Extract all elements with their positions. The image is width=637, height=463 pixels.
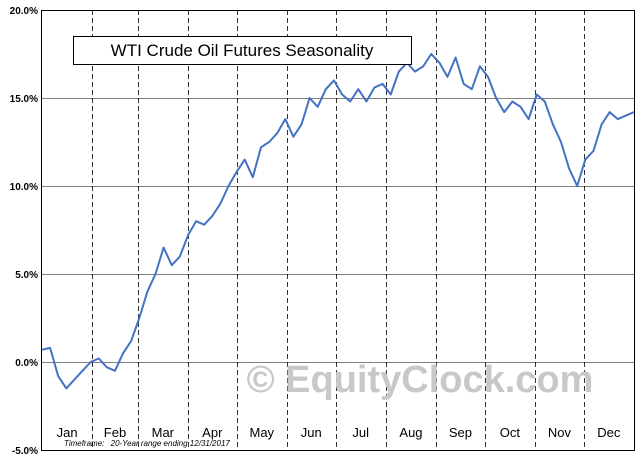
y-tick-label: -5.0%: [12, 446, 38, 457]
month-label: Sep: [449, 425, 472, 440]
y-axis-tick-labels: -5.0% 0.0% 5.0% 10.0% 15.0% 20.0%: [10, 6, 38, 457]
title-box-border: [73, 36, 412, 65]
timeframe-value: 20-Year range ending 12/31/2017: [110, 439, 231, 448]
month-label: Nov: [548, 425, 572, 440]
month-label: Aug: [399, 425, 422, 440]
title-box: WTI Crude Oil Futures Seasonality: [73, 36, 412, 65]
month-label: Jun: [301, 425, 322, 440]
month-label: Apr: [202, 425, 223, 440]
y-tick-label: 20.0%: [10, 6, 38, 17]
month-label: Dec: [597, 425, 621, 440]
month-gridlines: [92, 10, 585, 450]
series-line: [41, 53, 635, 390]
x-axis-month-labels: Jan Feb Mar Apr May Jun Jul Aug Sep Oct Nov Dec: [57, 425, 621, 440]
month-label: Jan: [57, 425, 78, 440]
timeframe-label: Timeframe:: [64, 439, 104, 448]
timeframe-note: Timeframe: 20-Year range ending 12/31/20…: [64, 439, 230, 448]
y-tick-label: 0.0%: [15, 358, 38, 369]
watermark: © EquityClock.com: [247, 359, 594, 401]
month-label: Feb: [104, 425, 126, 440]
month-label: May: [249, 425, 274, 440]
chart-title: WTI Crude Oil Futures Seasonality: [111, 41, 374, 60]
y-tick-label: 15.0%: [10, 94, 38, 105]
month-label: Oct: [500, 425, 521, 440]
y-tick-label: 10.0%: [10, 182, 38, 193]
month-label: Mar: [152, 425, 175, 440]
month-label: Jul: [352, 425, 369, 440]
y-tick-label: 5.0%: [15, 270, 38, 281]
